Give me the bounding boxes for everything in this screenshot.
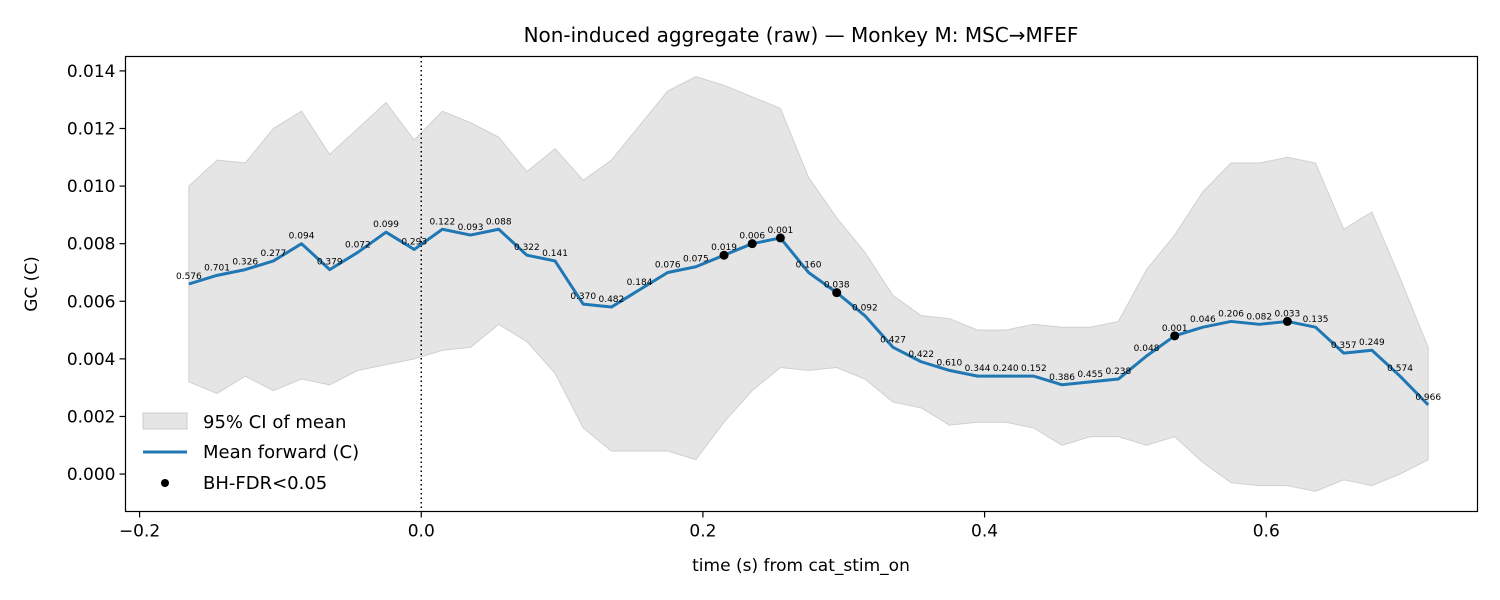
- p-value-label: 0.238: [1105, 367, 1131, 377]
- y-tick-label: 0.014: [67, 62, 116, 82]
- p-value-label: 0.006: [739, 232, 765, 242]
- legend-label-significant: BH-FDR<0.05: [203, 473, 327, 494]
- y-tick-label: 0.000: [67, 465, 116, 485]
- significant-marker: [747, 239, 757, 249]
- p-value-label: 0.072: [345, 240, 371, 250]
- p-value-label: 0.135: [1303, 315, 1329, 325]
- x-tick-label: −0.2: [119, 522, 160, 542]
- p-value-label: 0.482: [598, 295, 624, 305]
- p-value-label: 0.001: [1162, 324, 1188, 334]
- axes-frame: [124, 55, 1479, 513]
- p-value-label: 0.033: [1274, 309, 1300, 319]
- y-tick-label: 0.002: [67, 407, 116, 427]
- mean-line: [188, 227, 1430, 406]
- p-value-label: 0.344: [965, 364, 991, 374]
- p-value-label: 0.240: [993, 364, 1019, 374]
- p-value-label: 0.206: [1218, 309, 1244, 319]
- p-value-label: 0.019: [711, 243, 737, 253]
- legend: 95% CI of mean Mean forward (C) BH-FDR<0…: [142, 412, 359, 494]
- p-value-label: 0.574: [1387, 364, 1413, 374]
- chart-title: Non-induced aggregate (raw) — Monkey M: …: [524, 23, 1079, 47]
- significant-marker: [719, 250, 729, 260]
- y-tick-label: 0.006: [67, 292, 116, 312]
- p-value-label: 0.357: [1331, 341, 1357, 351]
- p-value-label: 0.277: [260, 249, 286, 259]
- legend-label-ci: 95% CI of mean: [203, 412, 346, 433]
- p-value-label: 0.427: [880, 335, 906, 345]
- p-value-label: 0.370: [570, 292, 596, 302]
- p-value-label: 0.082: [1246, 312, 1272, 322]
- p-value-label: 0.576: [176, 272, 202, 282]
- x-tick-label: 0.0: [408, 522, 435, 542]
- p-value-label: 0.322: [514, 243, 540, 253]
- p-value-label: 0.094: [289, 232, 315, 242]
- p-value-label: 0.093: [458, 223, 484, 233]
- p-value-label: 0.379: [317, 258, 343, 268]
- p-value-label: 0.152: [1021, 364, 1047, 374]
- significant-marker: [1282, 316, 1292, 326]
- p-value-label: 0.141: [542, 249, 568, 259]
- significant-marker: [775, 233, 785, 243]
- y-axis-title: GC (C): [22, 256, 42, 312]
- x-axis-title: time (s) from cat_stim_on: [692, 556, 910, 576]
- y-tick-label: 0.010: [67, 177, 116, 197]
- p-value-label: 0.076: [655, 260, 681, 270]
- ci-band: [188, 76, 1429, 492]
- significant-marker: [1170, 331, 1180, 341]
- p-value-label: 0.099: [373, 220, 399, 230]
- y-tick-label: 0.008: [67, 235, 116, 255]
- p-value-label: 0.249: [1359, 338, 1385, 348]
- p-value-label: 0.122: [429, 217, 455, 227]
- p-value-label: 0.038: [824, 281, 850, 291]
- p-value-label: 0.422: [908, 350, 934, 360]
- p-value-label: 0.610: [936, 358, 962, 368]
- p-value-label: 0.455: [1077, 370, 1103, 380]
- p-value-label: 0.001: [767, 226, 793, 236]
- p-value-label: 0.046: [1190, 315, 1216, 325]
- significant-marker: [832, 288, 842, 298]
- legend-swatch-ci: [142, 412, 188, 430]
- x-tick-label: 0.2: [689, 522, 716, 542]
- p-value-label: 0.075: [683, 255, 709, 265]
- x-tick-label: 0.6: [1253, 522, 1280, 542]
- p-value-label: 0.293: [401, 237, 427, 247]
- axis-ticks: −0.2 0.0 0.2 0.4 0.60.0000.0020.0040.0060.00…: [67, 62, 1280, 542]
- p-value-label: 0.184: [627, 278, 653, 288]
- p-value-label: 0.386: [1049, 373, 1075, 383]
- y-tick-label: 0.004: [67, 350, 116, 370]
- legend-label-mean: Mean forward (C): [203, 442, 359, 463]
- y-tick-label: 0.012: [67, 119, 116, 139]
- p-value-label: 0.326: [232, 258, 258, 268]
- legend-marker-significant: [161, 479, 169, 487]
- x-tick-label: 0.4: [971, 522, 998, 542]
- p-value-label: 0.092: [852, 304, 878, 314]
- p-value-label: 0.701: [204, 263, 230, 273]
- p-value-label: 0.966: [1415, 393, 1441, 403]
- p-value-label: 0.160: [796, 260, 822, 270]
- p-value-label: 0.048: [1134, 344, 1160, 354]
- p-value-label: 0.088: [486, 217, 512, 227]
